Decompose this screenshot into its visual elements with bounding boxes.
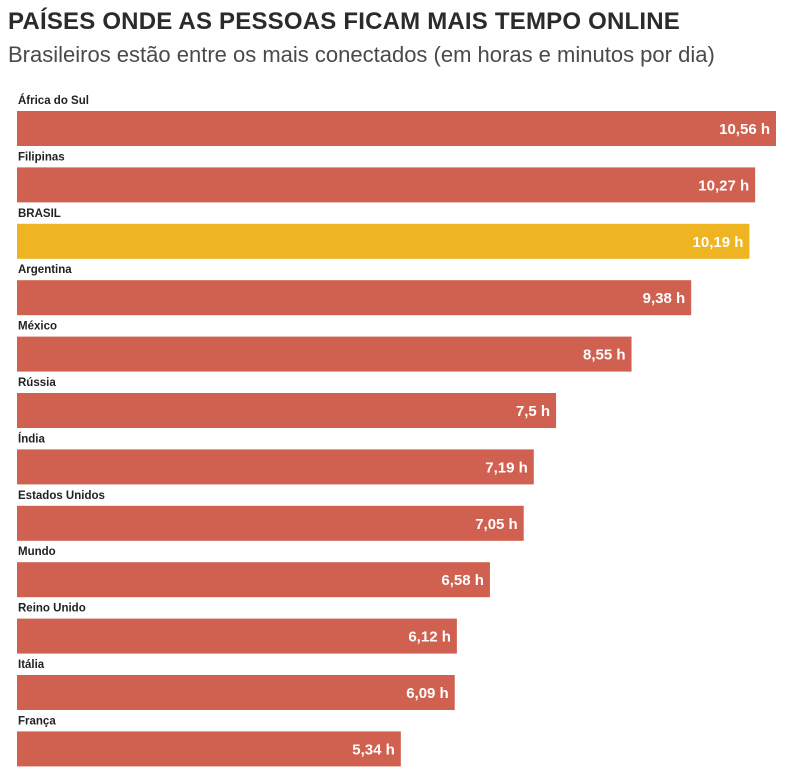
chart-title: PAÍSES ONDE AS PESSOAS FICAM MAIS TEMPO … [8, 8, 680, 35]
bar-filipinas [17, 167, 756, 203]
bar-brasil [17, 223, 750, 259]
category-label-italia: Itália [18, 659, 45, 671]
bar-argentina [17, 280, 692, 316]
category-label-reino-unido: Reino Unido [18, 603, 86, 615]
value-label-franca: 5,34 h [352, 741, 395, 758]
category-label-india: Índia [18, 432, 45, 445]
value-label-estados-unidos: 7,05 h [475, 516, 518, 533]
value-label-africa-do-sul: 10,56 h [719, 121, 770, 138]
value-label-reino-unido: 6,12 h [408, 629, 451, 646]
bar-italia [17, 675, 455, 710]
value-label-filipinas: 10,27 h [698, 177, 749, 194]
bar-russia [17, 393, 557, 428]
category-label-brasil: BRASIL [18, 208, 61, 220]
value-label-brasil: 10,19 h [693, 234, 744, 251]
value-label-india: 7,19 h [485, 459, 528, 476]
bar-estados-unidos [17, 505, 524, 541]
bar-mundo [17, 562, 490, 598]
category-label-filipinas: Filipinas [18, 151, 65, 163]
category-label-franca: França [18, 715, 56, 727]
bar-africa-do-sul [17, 111, 776, 146]
category-label-russia: Rússia [18, 377, 56, 389]
value-label-russia: 7,5 h [516, 403, 550, 420]
value-label-italia: 6,09 h [406, 685, 449, 702]
value-label-mundo: 6,58 h [441, 572, 484, 589]
bar-franca [17, 731, 401, 767]
chart-subtitle: Brasileiros estão entre os mais conectad… [8, 42, 715, 67]
value-label-argentina: 9,38 h [643, 290, 686, 307]
bar-mexico [17, 336, 632, 372]
category-label-mexico: México [18, 321, 57, 333]
category-label-mundo: Mundo [18, 546, 56, 558]
category-label-argentina: Argentina [18, 264, 72, 276]
value-label-mexico: 8,55 h [583, 347, 626, 364]
category-label-estados-unidos: Estados Unidos [18, 490, 105, 502]
bar-india [17, 449, 534, 485]
bar-reino-unido [17, 618, 457, 654]
category-label-africa-do-sul: África do Sul [18, 94, 89, 107]
